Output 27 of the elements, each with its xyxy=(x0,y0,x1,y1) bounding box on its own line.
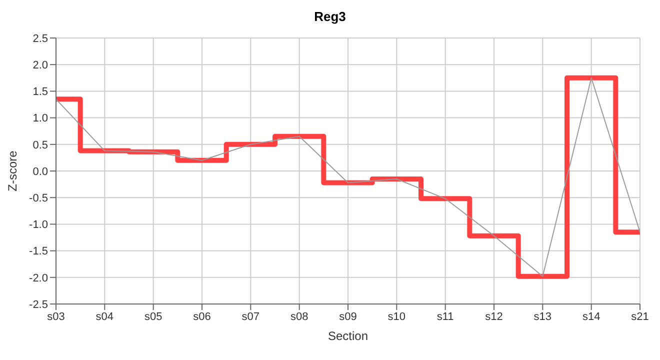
y-tick-label: -2.0 xyxy=(29,272,48,284)
y-tick-label: 1.0 xyxy=(32,112,48,125)
y-tick-label: -1.5 xyxy=(29,246,48,258)
y-tick-label: 0.5 xyxy=(32,139,48,152)
y-axis-title: Z-score xyxy=(5,150,20,192)
y-tick-label: 1.5 xyxy=(32,86,48,98)
x-tick-label: s05 xyxy=(144,310,162,323)
x-tick-label: s13 xyxy=(534,310,552,323)
x-tick-label: s14 xyxy=(582,310,600,323)
x-tick-label: s03 xyxy=(47,310,65,323)
x-tick-label: s06 xyxy=(193,310,211,323)
x-tick-label: s09 xyxy=(339,310,357,323)
y-tick-label: -2.5 xyxy=(29,298,48,311)
x-tick-label: s10 xyxy=(388,310,406,323)
y-tick-label: -1.0 xyxy=(29,219,48,232)
x-tick-label: s12 xyxy=(485,310,503,323)
x-tick-label: s21 xyxy=(631,310,649,323)
chart-title: Reg3 xyxy=(313,8,347,26)
y-tick-label: -0.5 xyxy=(29,192,48,205)
x-tick-label: s07 xyxy=(242,310,260,323)
x-tick-label: s04 xyxy=(96,310,114,323)
x-axis-title: Section xyxy=(328,329,368,343)
x-tick-label: s11 xyxy=(436,310,454,323)
y-tick-label: 2.5 xyxy=(32,32,48,45)
y-tick-label: 2.0 xyxy=(32,60,48,72)
y-tick-label: 0.0 xyxy=(32,166,48,178)
x-tick-label: s08 xyxy=(290,310,308,323)
